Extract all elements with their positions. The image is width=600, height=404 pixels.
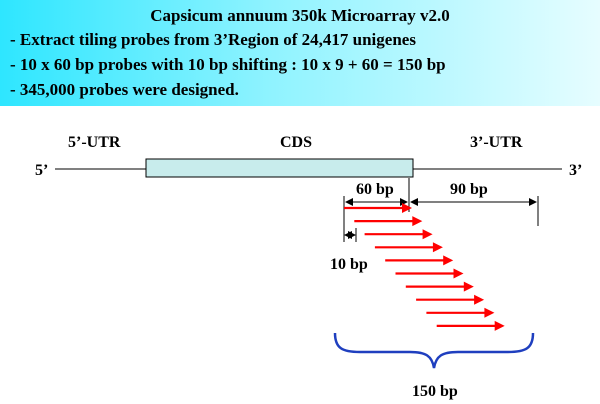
- probe-arrow: [395, 268, 464, 279]
- probe-arrow: [436, 320, 505, 331]
- probe-arrow: [426, 307, 495, 318]
- cds-label: CDS: [280, 134, 312, 151]
- total-span-label: 150 bp: [412, 383, 458, 400]
- probe-arrow-head: [432, 242, 443, 253]
- bullet-line-1: - Extract tiling probes from 3’Region of…: [10, 30, 416, 49]
- header-banner: Capsicum annuum 350k Microarray v2.0 - E…: [0, 0, 600, 106]
- remaining-length-label: 90 bp: [450, 181, 488, 198]
- utr5-label: 5’-UTR: [68, 134, 121, 151]
- probe-arrow-head: [412, 216, 423, 227]
- probe-arrow-head: [484, 307, 495, 318]
- shift-label: 10 bp: [330, 256, 368, 273]
- probe-arrow-head: [443, 255, 454, 266]
- probe-arrow: [374, 242, 443, 253]
- probe-arrow-head: [463, 281, 474, 292]
- probe-arrow: [416, 294, 485, 305]
- probe-arrow-head: [474, 294, 485, 305]
- probe-arrow: [344, 203, 412, 213]
- utr3-label: 3’-UTR: [470, 134, 523, 151]
- slide-title: Capsicum annuum 350k Microarray v2.0: [150, 6, 450, 25]
- probe-arrow-group: [344, 203, 505, 331]
- bullet-line-3: - 345,000 probes were designed.: [10, 80, 239, 99]
- probe-arrow: [364, 229, 433, 240]
- total-span-brace: [333, 332, 535, 369]
- probe-arrow-head: [453, 268, 464, 279]
- three-prime-end-label: 3’: [569, 162, 582, 179]
- probe-arrow-head: [402, 203, 412, 213]
- probe-arrow: [405, 281, 474, 292]
- bullet-line-2: - 10 x 60 bp probes with 10 bp shifting …: [10, 55, 446, 74]
- cds-box: [145, 158, 414, 178]
- probe-arrow-head: [422, 229, 433, 240]
- probe-length-label: 60 bp: [356, 181, 394, 198]
- probe-arrow-head: [494, 320, 505, 331]
- probe-arrow: [385, 255, 454, 266]
- five-prime-end-label: 5’: [35, 162, 48, 179]
- probe-arrow: [354, 216, 423, 227]
